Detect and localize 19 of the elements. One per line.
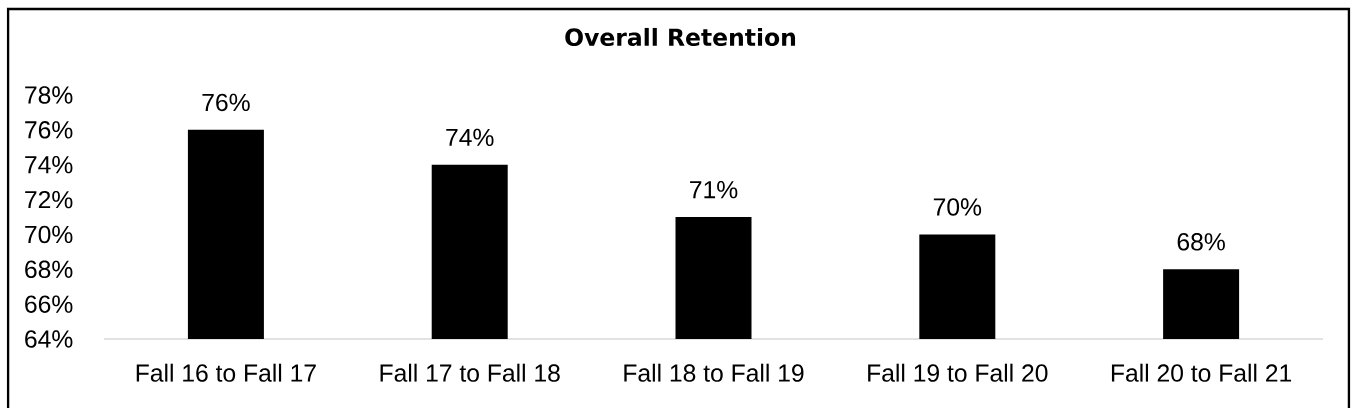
x-tick-label: Fall 20 to Fall 21 — [1111, 363, 1292, 382]
data-label: 70% — [933, 198, 982, 216]
y-tick-label: 68% — [25, 260, 73, 279]
y-tick-label: 70% — [25, 225, 73, 244]
x-tick-label: Fall 17 to Fall 18 — [380, 363, 560, 382]
data-label: 71% — [690, 181, 738, 199]
y-tick-label: 78% — [25, 86, 73, 104]
y-tick-label: 66% — [25, 295, 73, 313]
y-tick-label: 74% — [25, 156, 73, 174]
y-tick-label: 76% — [25, 121, 73, 139]
data-label: 76% — [202, 93, 250, 112]
chart-title: Overall Retention — [565, 27, 796, 47]
data-label: 68% — [1177, 233, 1225, 251]
y-tick-label: 72% — [25, 190, 73, 209]
y-tick-label: 64% — [25, 330, 73, 348]
x-tick-label: Fall 16 to Fall 17 — [136, 363, 316, 382]
x-tick-label: Fall 19 to Fall 20 — [868, 363, 1048, 382]
data-label: 74% — [446, 128, 494, 147]
x-tick-label: Fall 18 to Fall 19 — [624, 363, 804, 382]
